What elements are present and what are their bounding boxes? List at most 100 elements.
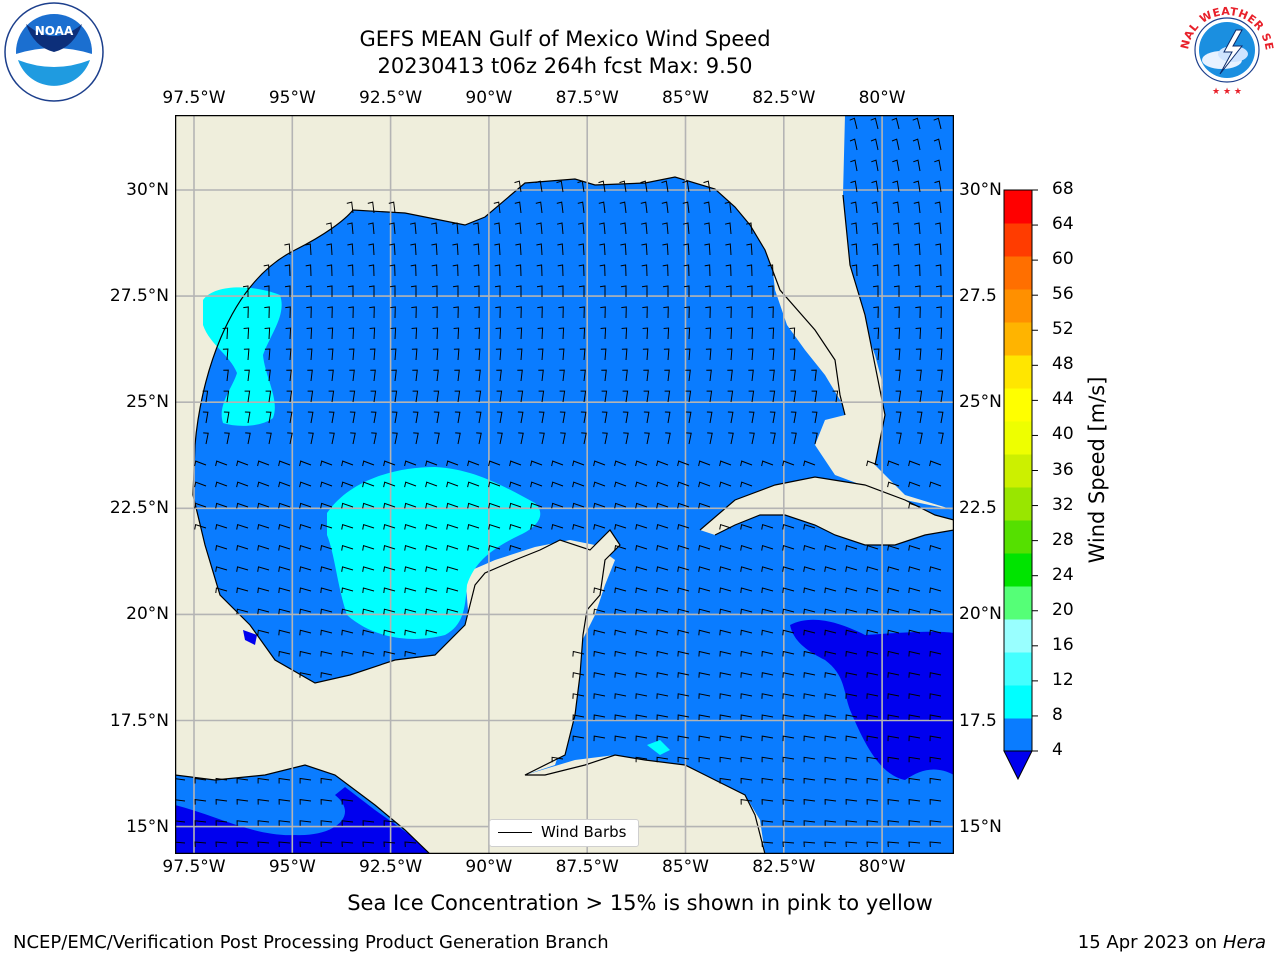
wind-barb [362,841,375,848]
wind-barb [362,545,375,551]
wind-barb [320,566,333,572]
wind-barb [451,222,459,235]
wind-barb [432,327,439,340]
wind-barb [305,243,312,256]
wind-barb [425,481,438,488]
wind-barb [559,369,565,382]
wind-barb [866,799,879,805]
wind-barb [266,432,272,445]
wind-barb [388,201,396,214]
wind-barb [202,411,209,424]
wind-barb [782,650,795,657]
wind-barb [236,523,249,530]
wind-barb [320,672,333,678]
colorbar-tick-label: 64 [1052,214,1074,235]
wind-barb [761,523,774,530]
wind-barb [845,756,858,763]
wind-barb [719,587,732,594]
wind-barb [278,481,291,488]
lat-label-right: 15°N [959,816,1002,837]
wind-barb [593,714,606,721]
wind-barb [224,432,230,445]
wind-barb [530,502,543,509]
wind-barb [383,841,396,848]
wind-barb [761,650,774,657]
wind-barb [467,502,480,509]
wind-barb [326,243,333,256]
wind-barb [425,629,438,636]
wind-barb [431,285,438,297]
wind-barb [933,117,942,130]
wind-barb [891,138,900,151]
wind-barb [551,460,564,467]
wind-barb [202,390,209,403]
wind-barb [706,411,713,424]
wind-barb [684,348,691,361]
wind-barb [761,735,774,742]
wind-barb [362,608,375,615]
wind-barb [887,481,900,488]
wind-barb [601,390,608,403]
wind-barb [908,481,921,488]
wind-barb [413,432,419,445]
wind-barb [530,523,543,530]
wind-barb [706,369,712,382]
wind-barb [341,587,354,594]
wind-barb [635,608,648,615]
wind-barb [893,243,900,256]
wind-barb [557,285,564,297]
wind-band-under-4-bay [243,630,257,645]
wind-barb [761,714,774,721]
wind-barb [346,201,354,214]
wind-barb [719,608,732,615]
wind-barb [434,432,440,445]
wind-barb [803,841,816,848]
wind-barb [740,714,753,721]
wind-barb [614,481,627,488]
wind-barb [677,735,690,742]
noaa-logo-graphic: NOAA [4,2,104,102]
wind-barb [824,714,837,721]
wind-barb [516,306,522,319]
wind-barb [894,327,901,340]
wind-barb [812,432,818,445]
wind-barb [677,714,690,721]
wind-barb [593,523,606,530]
wind-barb [872,243,879,256]
wind-barb [572,460,585,467]
wind-barb [824,735,837,742]
wind-barb [914,243,921,256]
wind-barb [635,481,648,488]
wind-barb [803,608,816,615]
yucatan-landmass [450,540,615,783]
wind-barb [348,348,355,361]
wind-barb [845,735,858,742]
wind-barb [845,608,858,615]
wind-barb [446,545,459,551]
wind-barb [496,390,503,403]
colorbar-segment [1004,355,1032,389]
wind-barb [803,777,816,784]
wind-barb [698,672,711,678]
wind-barb [278,502,291,509]
wind-barb [727,369,733,382]
wind-barb [698,714,711,721]
colorbar-segment [1004,454,1032,488]
wind-barb [535,222,543,235]
wind-barb [719,523,732,530]
wind-barb [684,306,690,319]
wind-barb [194,502,207,509]
wind-barb [929,545,942,551]
wind-barb [872,285,879,297]
wind-barb [307,411,314,424]
wind-barb [937,411,944,424]
wind-barb [236,460,249,467]
wind-barb [912,117,921,130]
wind-barb [433,411,440,424]
wind-barb [866,820,879,826]
wind-barb [514,201,522,214]
wind-barb [278,587,291,594]
wind-barb [719,566,732,572]
wind-barb [850,222,858,235]
wind-barb [341,502,354,509]
